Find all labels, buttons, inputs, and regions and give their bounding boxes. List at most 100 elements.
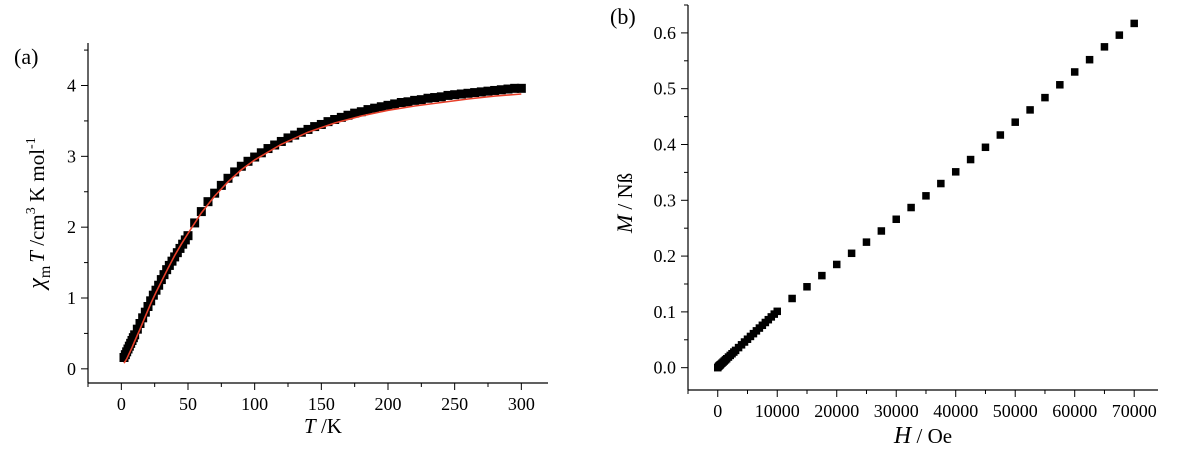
data-point bbox=[892, 215, 900, 224]
chart-a-ylabel-sup: 3 bbox=[24, 207, 39, 214]
data-point bbox=[203, 197, 213, 207]
x-tick-label: 250 bbox=[441, 394, 468, 414]
chart-a-xlabel-unit: /K bbox=[316, 414, 342, 438]
data-point bbox=[135, 319, 145, 328]
data-point bbox=[156, 275, 166, 285]
chart-a-x-axis-title: T /K bbox=[304, 414, 342, 438]
data-point bbox=[476, 87, 486, 97]
chart-a-fit-series bbox=[123, 93, 522, 364]
data-point bbox=[510, 83, 520, 93]
chart-a-ylabel-sup2: -1 bbox=[24, 137, 39, 149]
chart-a-xlabel-var: T bbox=[304, 414, 317, 438]
y-tick-label: 3 bbox=[67, 146, 76, 166]
data-point bbox=[276, 136, 286, 146]
data-point bbox=[907, 203, 915, 212]
data-point bbox=[330, 115, 340, 124]
data-point bbox=[130, 330, 140, 340]
chart-b-y-axis-title: M / Nß bbox=[612, 173, 637, 234]
x-tick-label: 50000 bbox=[993, 401, 1038, 421]
data-point bbox=[323, 117, 333, 127]
data-point bbox=[1041, 93, 1049, 102]
panel-label-a: (a) bbox=[14, 44, 38, 69]
data-point bbox=[443, 90, 453, 100]
data-point bbox=[283, 133, 293, 143]
data-point bbox=[370, 103, 380, 113]
data-point bbox=[430, 93, 440, 103]
y-tick-label: 0.0 bbox=[654, 358, 677, 378]
panel-label-b: (b) bbox=[610, 4, 636, 29]
data-point bbox=[363, 105, 373, 115]
data-point bbox=[270, 140, 280, 150]
data-point bbox=[832, 260, 841, 269]
x-tick-label: 100 bbox=[241, 394, 268, 414]
x-tick-label: 300 bbox=[508, 394, 535, 414]
chart-b-xlabel-var: H bbox=[893, 423, 913, 449]
data-point bbox=[803, 283, 811, 291]
data-point bbox=[470, 88, 480, 98]
data-point bbox=[390, 99, 400, 109]
chart-b: (b) 0 10000 20000 30000 40000 50000 60000 70000… bbox=[610, 4, 1158, 449]
chart-a-ylabel-pre: /cm bbox=[25, 214, 49, 251]
y-tick-label: 0.3 bbox=[654, 190, 677, 210]
x-tick-label: 30000 bbox=[874, 401, 919, 421]
data-point bbox=[138, 313, 148, 323]
data-point bbox=[423, 93, 433, 103]
x-tick-label: 40000 bbox=[933, 401, 978, 421]
chart-b-data-series bbox=[713, 19, 1138, 372]
chart-a-ylabel-sub: m bbox=[37, 265, 54, 278]
data-point bbox=[1130, 19, 1138, 28]
data-point bbox=[148, 290, 158, 300]
data-point bbox=[1115, 31, 1124, 39]
chart-b-xlabel-unit: / Oe bbox=[911, 424, 952, 448]
chart-a-ylabel-t: T bbox=[25, 250, 49, 263]
data-point bbox=[296, 127, 306, 137]
data-point bbox=[250, 152, 260, 162]
data-point bbox=[490, 85, 500, 95]
data-point bbox=[376, 102, 386, 112]
data-point bbox=[503, 84, 513, 94]
data-point bbox=[403, 97, 413, 107]
data-point bbox=[996, 131, 1005, 139]
y-tick-label: 0.4 bbox=[654, 134, 677, 154]
data-point bbox=[1100, 43, 1109, 51]
data-point bbox=[847, 249, 856, 258]
y-tick-label: 2 bbox=[67, 217, 76, 237]
data-point bbox=[773, 307, 781, 316]
y-tick-label: 1 bbox=[67, 288, 76, 308]
chart-b-ylabel-unit: / Nß bbox=[613, 173, 637, 215]
data-point bbox=[1011, 118, 1019, 126]
x-tick-label: 20000 bbox=[814, 401, 859, 421]
data-point bbox=[1070, 68, 1079, 76]
chart-a-data-series bbox=[119, 83, 526, 362]
chart-a-y-ticks: 0 1 2 3 4 bbox=[67, 49, 88, 379]
y-tick-label: 0 bbox=[67, 359, 76, 379]
chart-b-axes bbox=[687, 5, 1158, 391]
data-point bbox=[356, 107, 366, 117]
chart-b-x-ticks: 0 10000 20000 30000 40000 50000 60000 70000 bbox=[687, 390, 1157, 421]
data-point bbox=[183, 231, 193, 241]
data-point bbox=[436, 92, 446, 102]
data-point bbox=[818, 271, 826, 280]
data-point bbox=[862, 238, 871, 246]
data-point bbox=[290, 130, 300, 140]
data-point bbox=[143, 302, 153, 311]
data-point bbox=[1056, 81, 1064, 89]
data-point bbox=[788, 294, 796, 303]
data-point bbox=[937, 179, 945, 188]
data-point bbox=[243, 156, 253, 166]
chart-b-y-ticks: 0.0 0.1 0.2 0.3 0.4 0.5 0.6 bbox=[654, 4, 688, 378]
data-point bbox=[877, 227, 886, 235]
data-point bbox=[343, 110, 353, 120]
y-tick-label: 0.1 bbox=[654, 302, 677, 322]
data-point bbox=[140, 307, 150, 317]
data-point bbox=[151, 285, 161, 295]
chart-a-y-axis-title: χmT /cm3 K mol-1 bbox=[24, 137, 54, 290]
data-point bbox=[350, 108, 360, 118]
x-tick-label: 70000 bbox=[1112, 401, 1157, 421]
data-point bbox=[463, 88, 473, 98]
chart-a-x-ticks: 0 50 100 150 200 250 300 bbox=[87, 383, 535, 414]
y-tick-label: 0.6 bbox=[654, 23, 677, 43]
data-point bbox=[383, 100, 393, 110]
data-point bbox=[496, 85, 506, 95]
